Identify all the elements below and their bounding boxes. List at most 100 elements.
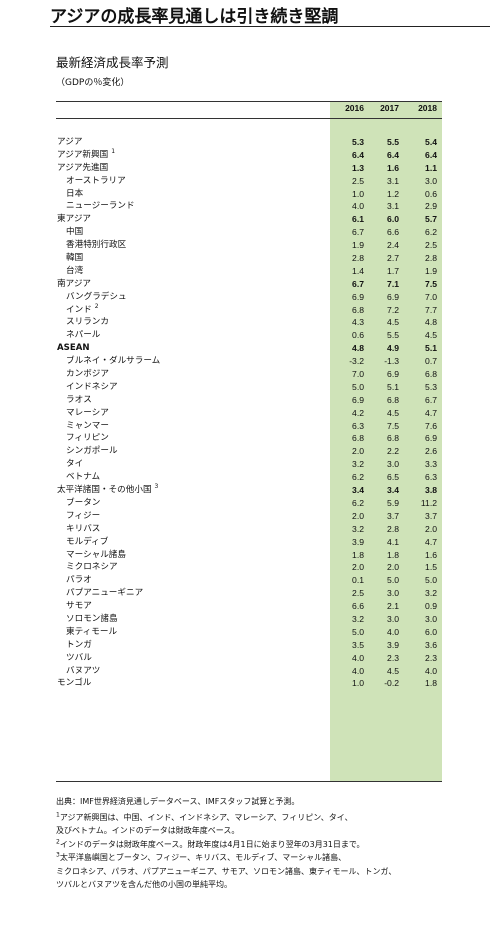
- table-row: ASEAN 4.8 4.9 5.1: [0, 342, 504, 355]
- value-2018: 5.7: [425, 214, 437, 225]
- row-label: インドネシア: [66, 381, 118, 394]
- row-label: アジア先進国: [57, 162, 108, 175]
- unit-label: （GDPの％変化）: [56, 78, 130, 88]
- value-2017: 2.4: [387, 240, 399, 251]
- table-top-rule: [56, 101, 442, 102]
- value-2016: 4.0: [352, 201, 364, 212]
- row-label: ミャンマー: [66, 420, 109, 433]
- row-label-text: 台湾: [66, 265, 84, 276]
- value-2016: 5.3: [352, 137, 364, 147]
- value-2018: 6.2: [425, 227, 437, 238]
- value-2016: 3.5: [352, 639, 364, 650]
- table-row: 台湾 1.4 1.7 1.9: [0, 265, 504, 278]
- row-label: ソロモン諸島: [66, 613, 118, 626]
- table-row: キリバス 3.2 2.8 2.0: [0, 523, 504, 536]
- value-2016: 1.3: [352, 162, 364, 173]
- value-2017: 3.1: [387, 201, 399, 212]
- value-2018: 6.3: [425, 472, 437, 483]
- table-row: 太平洋諸国・その他小国 3 3.4 3.4 3.8: [0, 484, 504, 497]
- value-2018: 6.7: [425, 394, 437, 405]
- row-label: パラオ: [66, 574, 92, 587]
- value-2018: 0.9: [425, 601, 437, 612]
- row-label-text: ブルネイ・ダルサラーム: [66, 356, 161, 367]
- value-2017: 4.5: [387, 317, 399, 328]
- row-label-text: 太平洋諸国・その他小国: [57, 485, 152, 496]
- value-2018: 4.8: [425, 317, 437, 328]
- value-2018: 3.2: [425, 588, 437, 599]
- row-label-text: ミャンマー: [66, 420, 109, 431]
- table-row: マレーシア 4.2 4.5 4.7: [0, 407, 504, 420]
- value-2017: 3.9: [387, 639, 399, 650]
- value-2018: 2.0: [425, 523, 437, 534]
- footnotes: 出典：IMF世界経済見通しデータベース、IMFスタッフ試算と予測。 1アジア新興…: [56, 795, 496, 892]
- row-label-text: マレーシア: [66, 407, 109, 418]
- table-row: フィジー 2.0 3.7 3.7: [0, 510, 504, 523]
- row-label: アジア新興国 1: [57, 149, 115, 162]
- row-label-text: シンガポール: [66, 446, 118, 457]
- table-row: 南アジア 6.7 7.1 7.5: [0, 278, 504, 291]
- title-underline: [50, 26, 490, 27]
- value-2017: 3.0: [387, 588, 399, 599]
- value-2018: 3.0: [425, 613, 437, 624]
- value-2016: 6.2: [352, 497, 364, 508]
- value-2017: 2.1: [387, 601, 399, 612]
- row-label: ベトナム: [66, 471, 100, 484]
- row-label: フィリピン: [66, 432, 109, 445]
- value-2016: 0.1: [352, 575, 364, 586]
- value-2017: 4.5: [387, 407, 399, 418]
- table-row: モルディブ 3.9 4.1 4.7: [0, 536, 504, 549]
- row-label: モンゴル: [57, 677, 91, 690]
- value-2018: 2.9: [425, 201, 437, 212]
- table-row: ラオス 6.9 6.8 6.7: [0, 394, 504, 407]
- value-2017: 3.1: [387, 175, 399, 186]
- value-2018: 3.0: [425, 175, 437, 186]
- year-header-2018: 2018: [418, 103, 437, 113]
- row-label: 中国: [66, 226, 83, 239]
- table-row: ツバル 4.0 2.3 2.3: [0, 652, 504, 665]
- row-label-text: インド: [66, 304, 92, 315]
- value-2018: 2.3: [425, 652, 437, 663]
- row-label-text: ベトナム: [66, 472, 101, 483]
- value-2016: 2.5: [352, 588, 364, 599]
- value-2018: 3.7: [425, 510, 437, 521]
- row-label-text: ラオス: [66, 394, 92, 405]
- value-2016: 1.9: [352, 240, 364, 251]
- table-row: ネパール 0.6 5.5 4.5: [0, 329, 504, 342]
- value-2016: 4.2: [352, 407, 364, 418]
- value-2016: 4.3: [352, 317, 364, 328]
- value-2016: 5.0: [352, 626, 364, 637]
- value-2018: 7.6: [425, 420, 437, 431]
- value-2018: 1.6: [425, 549, 437, 560]
- value-2016: 1.4: [352, 265, 364, 276]
- value-2017: 1.2: [387, 188, 399, 199]
- row-label-text: モルディブ: [66, 536, 109, 547]
- value-2018: 1.1: [425, 162, 437, 173]
- row-label-text: スリランカ: [66, 317, 109, 328]
- value-2016: 6.6: [352, 601, 364, 612]
- table-row: インドネシア 5.0 5.1 5.3: [0, 381, 504, 394]
- value-2017: 6.8: [387, 394, 399, 405]
- table-row: 韓国 2.8 2.7 2.8: [0, 252, 504, 265]
- table-row: ブルネイ・ダルサラーム -3.2 -1.3 0.7: [0, 355, 504, 368]
- value-2016: 1.0: [352, 188, 364, 199]
- row-label: 日本: [66, 188, 83, 201]
- table-row: カンボジア 7.0 6.9 6.8: [0, 368, 504, 381]
- table-row: 東アジア 6.1 6.0 5.7: [0, 213, 504, 226]
- table-row: 東ティモール 5.0 4.0 6.0: [0, 626, 504, 639]
- value-2016: 2.0: [352, 446, 364, 457]
- table-row: バングラデシュ 6.9 6.9 7.0: [0, 291, 504, 304]
- value-2016: 3.2: [352, 523, 364, 534]
- value-2018: 4.7: [425, 407, 437, 418]
- value-2018: 4.7: [425, 536, 437, 547]
- row-label: ブータン: [66, 497, 100, 510]
- year-header-2016: 2016: [345, 103, 364, 113]
- table-row: 日本 1.0 1.2 0.6: [0, 188, 504, 201]
- value-2018: 3.6: [425, 639, 437, 650]
- row-label-text: ツバル: [66, 652, 92, 663]
- table-row: アジア先進国 1.3 1.6 1.1: [0, 162, 504, 175]
- value-2017: -1.3: [384, 356, 399, 367]
- value-2017: 5.0: [387, 575, 399, 586]
- row-label-text: アジア: [57, 137, 83, 147]
- value-2016: 6.2: [352, 472, 364, 483]
- row-label-text: タイ: [66, 459, 84, 470]
